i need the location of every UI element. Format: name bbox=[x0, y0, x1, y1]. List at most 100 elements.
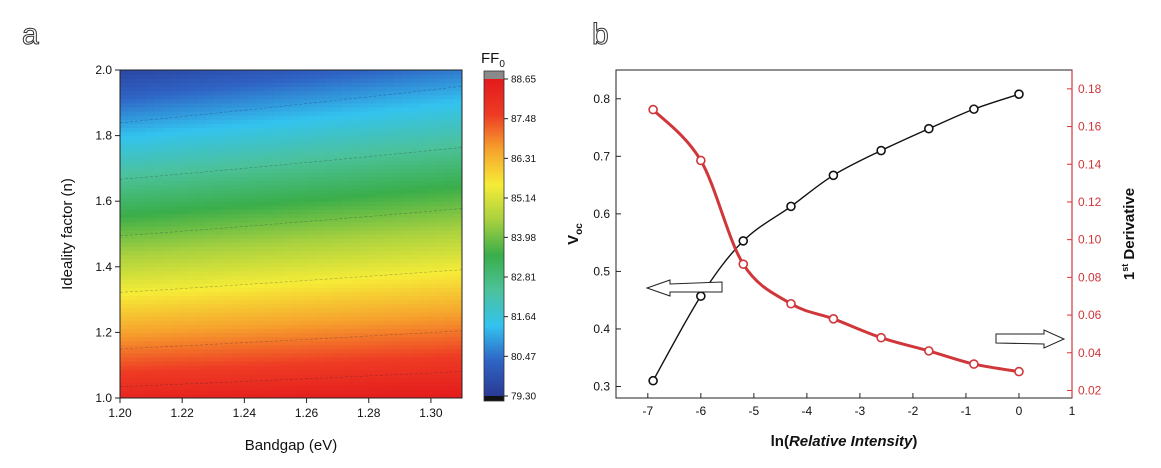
heatmap-cell bbox=[333, 369, 343, 374]
heatmap-cell bbox=[205, 102, 215, 108]
heatmap-cell bbox=[145, 381, 155, 387]
heatmap-cell bbox=[256, 373, 266, 379]
heatmap-cell bbox=[239, 131, 249, 137]
heatmap-cell bbox=[128, 213, 138, 219]
heatmap-cell bbox=[120, 147, 130, 153]
heatmap-cell bbox=[299, 291, 309, 297]
heatmap-cell bbox=[196, 377, 207, 383]
heatmap-cell bbox=[265, 221, 275, 227]
heatmap-cell bbox=[427, 184, 437, 190]
heatmap-cell bbox=[205, 152, 215, 157]
heatmap-cell bbox=[385, 176, 395, 182]
heatmap-cell bbox=[393, 111, 403, 116]
heatmap-cell bbox=[162, 275, 172, 280]
heatmap-cell bbox=[367, 229, 378, 235]
heatmap-cell bbox=[385, 184, 395, 190]
heatmap-cell bbox=[196, 295, 207, 301]
heatmap-cell bbox=[308, 246, 318, 251]
heatmap-cell bbox=[436, 332, 446, 338]
voc-series-line bbox=[652, 93, 1020, 382]
heatmap-cell bbox=[239, 303, 249, 309]
heatmap-cell bbox=[402, 340, 412, 346]
heatmap-cell bbox=[453, 184, 462, 190]
heatmap-cell bbox=[205, 340, 215, 346]
heatmap-cell bbox=[196, 234, 207, 239]
heatmap-cell bbox=[299, 213, 309, 219]
heatmap-cell bbox=[393, 234, 403, 239]
heatmap-cell bbox=[205, 229, 215, 235]
heatmap-cell bbox=[265, 311, 275, 317]
heatmap-cell bbox=[316, 131, 326, 137]
heatmap-cell bbox=[239, 188, 249, 194]
heatmap-cell bbox=[196, 389, 207, 395]
heatmap-cell bbox=[171, 209, 181, 215]
heatmap-cell bbox=[393, 98, 403, 104]
heatmap-cell bbox=[282, 234, 292, 239]
heatmap-cell bbox=[385, 275, 395, 280]
heatmap-cell bbox=[154, 106, 164, 112]
heatmap-cell bbox=[248, 180, 258, 186]
heatmap-cell bbox=[145, 385, 155, 391]
heatmap-cell bbox=[402, 225, 412, 231]
heatmap-cell bbox=[248, 291, 258, 297]
heatmap-cell bbox=[154, 197, 164, 202]
heatmap-cell bbox=[179, 221, 189, 227]
heatmap-cell bbox=[291, 238, 301, 243]
heatmap-cell bbox=[402, 213, 412, 219]
heatmap-cell bbox=[444, 119, 455, 124]
heatmap-cell bbox=[222, 365, 232, 370]
heatmap-cell bbox=[282, 184, 292, 190]
heatmap-cell bbox=[222, 361, 232, 366]
heatmap-cell bbox=[427, 299, 437, 305]
heatmap-cell bbox=[196, 135, 207, 141]
heatmap-cell bbox=[359, 164, 369, 169]
heatmap-cell bbox=[291, 147, 301, 153]
heatmap-cell bbox=[248, 270, 258, 276]
heatmap-cell bbox=[248, 344, 258, 350]
heatmap-cell bbox=[222, 143, 232, 149]
heatmap-cell bbox=[402, 266, 412, 272]
heatmap-cell bbox=[171, 254, 181, 260]
heatmap-cell bbox=[342, 217, 352, 223]
heatmap-cell bbox=[205, 316, 215, 321]
heatmap-cell bbox=[444, 303, 455, 309]
heatmap-cell bbox=[444, 213, 455, 219]
heatmap-cell bbox=[453, 119, 462, 124]
heatmap-cell bbox=[214, 393, 224, 398]
heatmap-cell bbox=[350, 242, 360, 247]
heatmap-cell bbox=[419, 176, 429, 182]
heatmap-cell bbox=[385, 78, 395, 83]
heatmap-cell bbox=[376, 369, 386, 374]
heatmap-cell bbox=[359, 147, 369, 153]
heatmap-cell bbox=[308, 234, 318, 239]
heatmap-cell bbox=[188, 119, 198, 124]
x-tick-label: 1.26 bbox=[295, 406, 319, 420]
heatmap-cell bbox=[273, 320, 284, 325]
heatmap-cell bbox=[402, 135, 412, 141]
heatmap-cell bbox=[350, 205, 360, 210]
heatmap-cell bbox=[393, 164, 403, 169]
heatmap-cell bbox=[350, 365, 360, 370]
heatmap-cell bbox=[128, 123, 138, 128]
heatmap-cell bbox=[291, 90, 301, 96]
heatmap-cell bbox=[419, 381, 429, 387]
heatmap-cell bbox=[137, 385, 147, 391]
heatmap-cell bbox=[410, 164, 420, 169]
heatmap-cell bbox=[188, 213, 198, 219]
heatmap-cell bbox=[231, 258, 241, 264]
heatmap-cell bbox=[342, 328, 352, 333]
heatmap-cell bbox=[316, 209, 326, 215]
heatmap-cell bbox=[188, 270, 198, 276]
heatmap-cell bbox=[214, 336, 224, 342]
heatmap-cell bbox=[444, 217, 455, 223]
heatmap-cell bbox=[402, 328, 412, 333]
heatmap-cell bbox=[171, 295, 181, 301]
heatmap-cell bbox=[188, 90, 198, 96]
heatmap-cell bbox=[308, 213, 318, 219]
heatmap-cell bbox=[171, 234, 181, 239]
heatmap-cell bbox=[171, 381, 181, 387]
heatmap-cell bbox=[248, 123, 258, 128]
heatmap-cell bbox=[359, 365, 369, 370]
heatmap-cell bbox=[436, 147, 446, 153]
heatmap-cell bbox=[205, 332, 215, 338]
